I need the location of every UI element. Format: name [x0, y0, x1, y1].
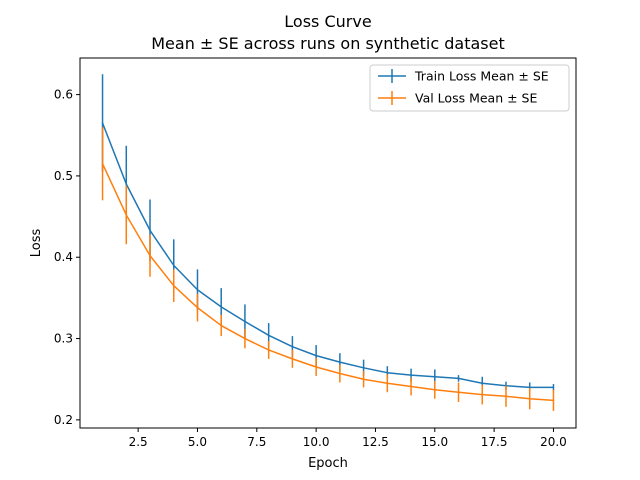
x-axis-label: Epoch [308, 456, 348, 471]
data-point [362, 378, 365, 381]
x-tick-label: 5.0 [188, 435, 207, 449]
data-point [196, 288, 199, 291]
data-point [315, 354, 317, 357]
data-point [101, 122, 104, 124]
data-point [101, 162, 104, 165]
series-line [101, 122, 554, 389]
legend: Train Loss Mean ± SE Val Loss Mean ± SE [369, 64, 570, 112]
x-tick-label: 15.0 [421, 435, 448, 449]
data-point [291, 345, 294, 348]
axes: 2.5 5.0 7.5 10.0 12.5 15.0 17.5 20.0 0.2 0.3 0.4 0.… [54, 88, 567, 449]
data-point [220, 324, 223, 327]
data-point [172, 264, 175, 267]
data-point [481, 393, 484, 396]
x-tick-label: 2.5 [129, 435, 148, 449]
data-point [267, 349, 270, 351]
data-point [410, 374, 412, 376]
y-tick-label: 0.4 [54, 250, 73, 264]
data-point [552, 399, 555, 402]
data-point [196, 306, 199, 309]
data-point [220, 306, 223, 308]
x-tick-label: 10.0 [303, 435, 330, 449]
data-point [267, 334, 270, 337]
data-point [433, 375, 436, 378]
x-tick-label: 17.5 [481, 435, 508, 449]
axes-frame [79, 57, 577, 429]
data-point [528, 397, 531, 400]
data-point [291, 358, 294, 360]
x-tick-label: 20.0 [540, 435, 567, 449]
data-point [172, 284, 175, 287]
y-tick-label: 0.5 [54, 169, 73, 183]
series-line [101, 163, 554, 402]
series-2 [101, 127, 555, 411]
data-point [410, 385, 412, 388]
data-point [149, 229, 151, 232]
data-point [457, 377, 460, 380]
y-tick-label: 0.6 [54, 88, 73, 102]
data-point [339, 372, 341, 375]
y-axis-label: Loss [29, 229, 44, 258]
data-point [505, 395, 507, 398]
data-point [362, 367, 365, 369]
data-point [433, 388, 436, 391]
data-point [552, 386, 555, 389]
data-point [386, 382, 389, 385]
legend-label-series-2: Val Loss Mean ± SE [415, 91, 537, 106]
data-point [386, 371, 389, 374]
x-tick-label: 7.5 [247, 435, 266, 449]
data-point [528, 386, 531, 389]
data-point [244, 337, 246, 340]
data-point [125, 183, 128, 185]
plot-area [101, 74, 555, 411]
y-tick-label: 0.3 [54, 332, 73, 346]
chart-title: Loss Curve [284, 12, 371, 31]
x-tick-label: 12.5 [362, 435, 389, 449]
data-point [244, 320, 246, 323]
data-point [457, 391, 460, 394]
chart-subtitle: Mean ± SE across runs on synthetic datas… [151, 34, 505, 53]
data-point [339, 361, 341, 363]
data-point [315, 366, 317, 368]
legend-box [369, 64, 570, 112]
data-point [125, 214, 128, 216]
y-tick-label: 0.2 [54, 413, 73, 427]
legend-label-series-1: Train Loss Mean ± SE [414, 69, 549, 84]
data-point [481, 382, 484, 385]
data-point [149, 254, 151, 257]
